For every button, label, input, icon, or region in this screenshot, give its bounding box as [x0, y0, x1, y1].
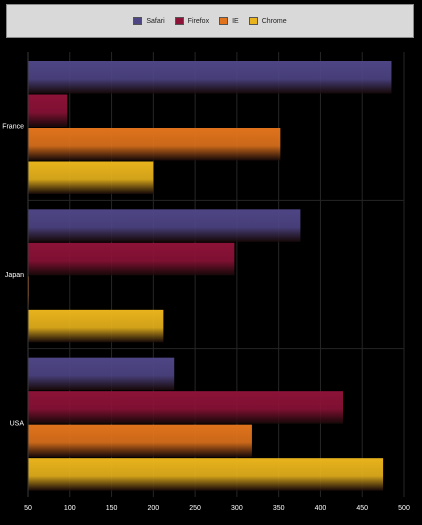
legend-item-safari: Safari [133, 17, 165, 25]
bar-safari-usa [28, 357, 175, 391]
category-label: USA [10, 420, 25, 427]
legend-swatch [219, 17, 229, 25]
x-tick-label: 400 [315, 505, 327, 512]
legend-item-chrome: Chrome [248, 17, 287, 25]
bar-firefox-usa [28, 391, 344, 424]
bar-chrome-france [28, 161, 154, 194]
legend-swatch [133, 17, 143, 25]
x-tick-label: 350 [273, 505, 285, 512]
legend-swatch [248, 17, 258, 25]
bar-firefox-france [28, 94, 68, 127]
legend-item-ie: IE [219, 17, 239, 25]
legend-swatch [174, 17, 184, 25]
bar-chrome-japan [28, 309, 164, 343]
x-tick-label: 300 [231, 505, 243, 512]
x-tick-label: 150 [106, 505, 118, 512]
x-tick-label: 250 [189, 505, 201, 512]
legend-label: IE [232, 17, 239, 25]
x-tick-label: 50 [24, 505, 32, 512]
legend: Safari Firefox IE Chrome [6, 4, 414, 38]
category-label: France [2, 124, 24, 131]
x-tick-label: 100 [64, 505, 76, 512]
bar-ie-usa [28, 424, 252, 458]
legend-label: Chrome [261, 17, 287, 25]
legend-label: Firefox [187, 17, 210, 25]
x-tick-label: 450 [356, 505, 368, 512]
legend-label: Safari [146, 17, 165, 25]
bar-safari-japan [28, 209, 301, 242]
bar-safari-france [28, 61, 392, 94]
x-tick-label: 200 [147, 505, 159, 512]
legend-item-firefox: Firefox [174, 17, 210, 25]
bar-firefox-japan [28, 242, 235, 276]
category-label: Japan [5, 272, 24, 279]
bar-ie-france [28, 128, 281, 161]
bar-chrome-usa [28, 458, 384, 491]
x-tick-label: 500 [398, 505, 410, 512]
